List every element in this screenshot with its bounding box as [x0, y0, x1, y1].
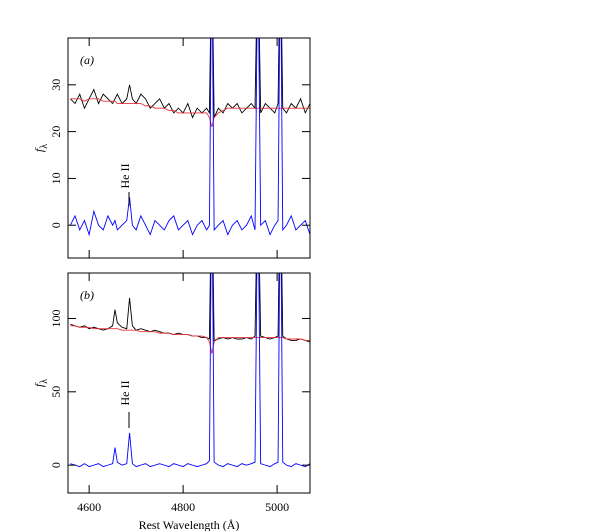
axis-frame	[67, 37, 311, 259]
y-tick-label: 100	[49, 309, 63, 327]
y-tick-label: 0	[49, 462, 63, 468]
y-tick-label: 0	[49, 222, 63, 228]
annotation: He II	[118, 381, 132, 406]
y-tick-label: 10	[49, 172, 63, 184]
annotation: He II	[118, 164, 132, 189]
plot-area	[69, 38, 310, 237]
y-axis-label: fλ	[32, 144, 50, 152]
spectrum-line	[70, 98, 310, 128]
plot-area	[70, 273, 310, 468]
y-label-sub: λ	[39, 144, 50, 149]
y-tick-label: 20	[49, 126, 63, 138]
spectrum-line	[70, 273, 310, 468]
y-label-main: f	[32, 147, 46, 152]
x-tick-label: 4600	[77, 500, 101, 514]
spectrum-line	[70, 38, 310, 119]
y-axis-label: fλ	[32, 379, 50, 387]
x-tick-label: 4800	[171, 500, 195, 514]
y-label-main: f	[32, 382, 46, 387]
x-tick-label: 5000	[265, 500, 289, 514]
spectrum-line	[69, 38, 310, 237]
y-tick-label: 30	[49, 79, 63, 91]
y-tick-label: 50	[49, 386, 63, 398]
spectrum-line	[70, 273, 310, 343]
spectrum-line	[70, 325, 310, 354]
y-label-sub: λ	[39, 379, 50, 384]
axis-frame	[67, 272, 311, 494]
panel-label: (b)	[80, 288, 94, 302]
panel-label: (a)	[80, 53, 94, 67]
x-axis-label: Rest Wavelength (Å)	[139, 518, 240, 531]
